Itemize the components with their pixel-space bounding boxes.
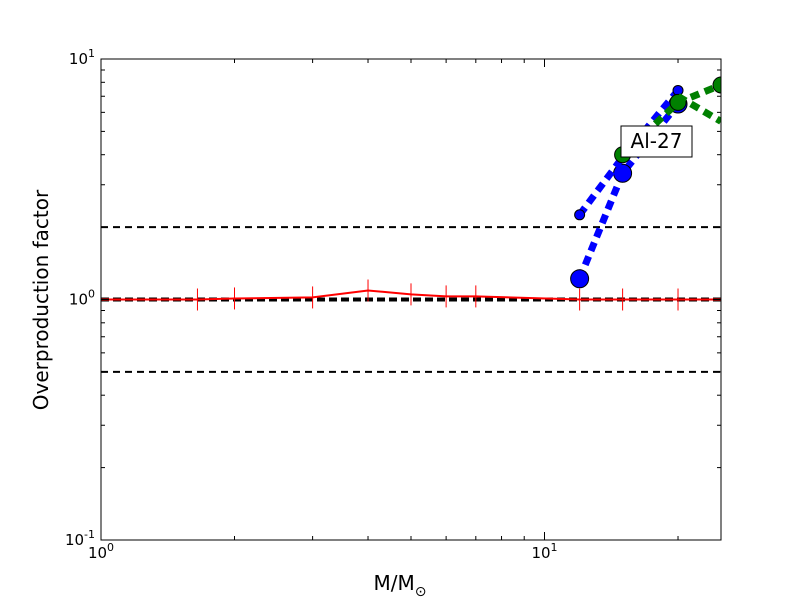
series-0-line [101,289,721,301]
series-4-line [676,93,721,125]
annotation-box: Al-27 [620,125,693,158]
series-1-marker [570,269,590,289]
y-tick-label: 101 [69,47,95,68]
annotation-frame [620,125,693,158]
series-2-marker [574,209,586,221]
x-tick-label: 101 [531,541,557,562]
x-tick-label: 100 [88,541,114,562]
series-3-marker [712,76,721,94]
y-axis-label: Overproduction factor [29,189,53,410]
series-2-line [576,88,681,217]
y-tick-label: 10-1 [65,528,95,549]
x-axis-label-main: M/M [374,571,415,595]
annotation-label: Al-27 [631,129,683,153]
x-axis-label: M/M⊙ [374,571,427,600]
x-axis-label-sub: ⊙ [415,584,427,600]
y-tick-label: 100 [69,288,95,309]
major-ticks [100,58,721,541]
